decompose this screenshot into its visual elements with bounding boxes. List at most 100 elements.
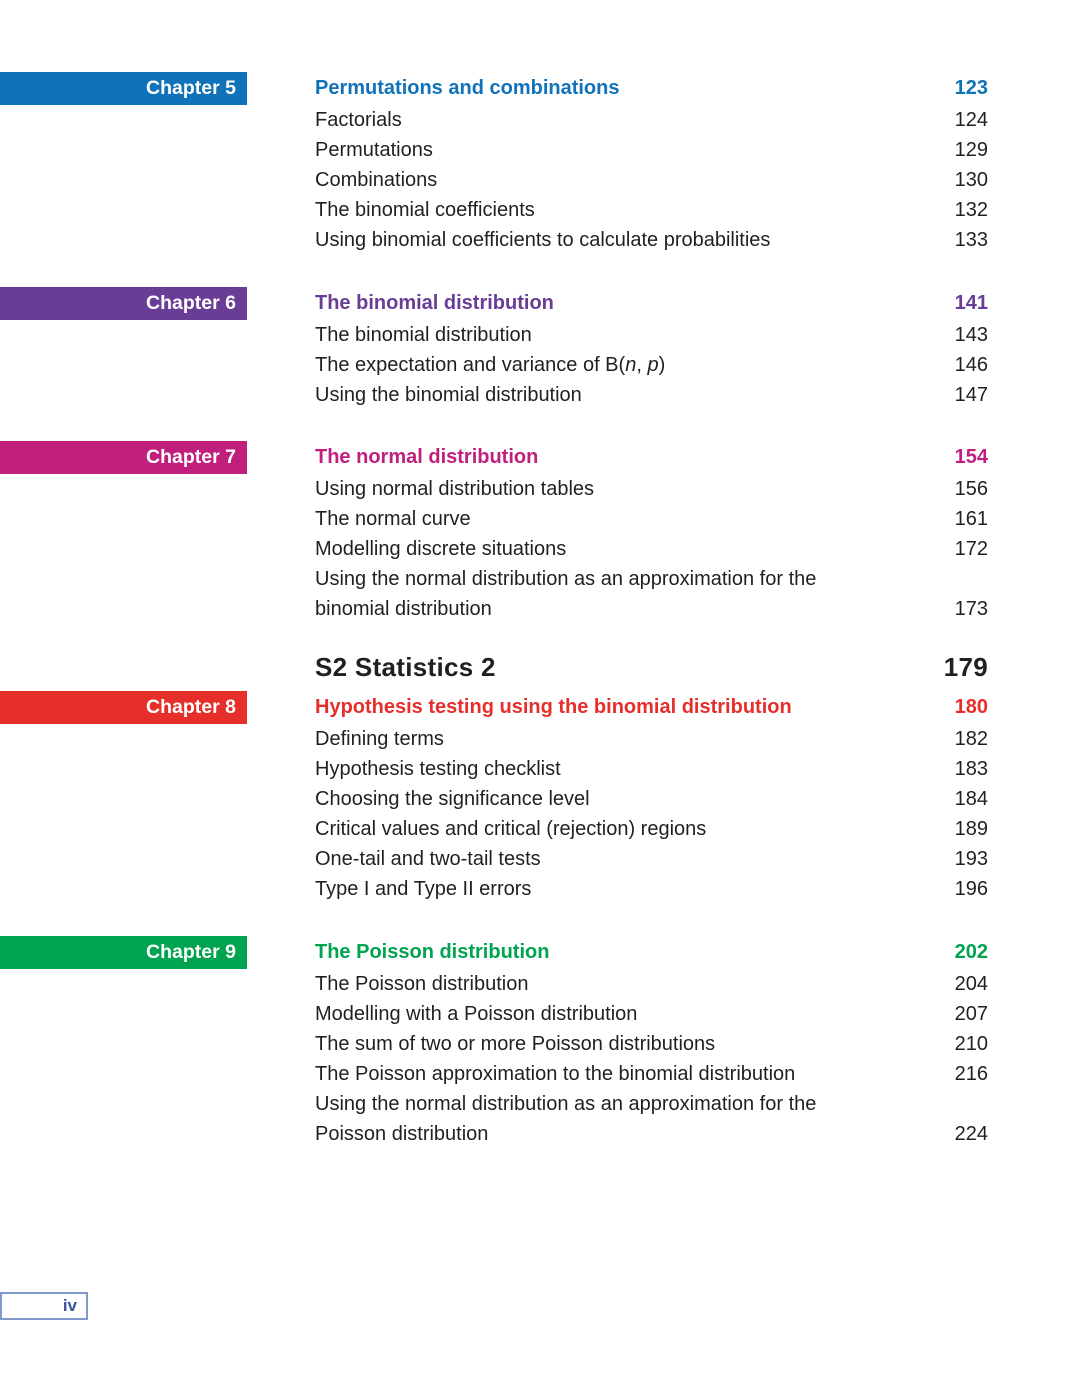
page-number-box: iv — [0, 1292, 88, 1320]
chapter-rows: The binomial distribution 141 The binomial… — [315, 287, 988, 410]
toc-entry-page: 210 — [954, 1033, 988, 1055]
toc-entry-text: The binomial distribution — [315, 324, 532, 346]
chapter-title-text: Hypothesis testing using the binomial di… — [315, 696, 792, 718]
toc-entry-text: Using the normal distribution as an appr… — [315, 568, 817, 590]
toc-entry-line: The normal curve 161 — [315, 504, 988, 534]
toc-entry-page: 143 — [954, 324, 988, 346]
toc-entry-line: Using the normal distribution as an appr… — [315, 1089, 988, 1119]
chapter-rows: Hypothesis testing using the binomial di… — [315, 691, 988, 904]
toc-entry-text: Modelling with a Poisson distribution — [315, 1003, 638, 1025]
chapter-title-text: Permutations and combinations — [315, 77, 620, 99]
toc-entry-line: Choosing the significance level 184 — [315, 784, 988, 814]
toc: Chapter 5 Permutations and combinations 12… — [0, 72, 1068, 1149]
toc-entry-text: binomial distribution — [315, 598, 492, 620]
chapter-title-line: The binomial distribution 141 — [315, 287, 988, 320]
chapter-rows: The Poisson distribution 202 The Poisson d… — [315, 936, 988, 1149]
toc-entry-line: The expectation and variance of B(n, p) 1… — [315, 350, 988, 380]
chapter-banner: Chapter 9 — [0, 936, 247, 969]
toc-entry-line: Hypothesis testing checklist 183 — [315, 754, 988, 784]
toc-entry-text: Using binomial coefficients to calculate… — [315, 229, 771, 251]
toc-entry-text: Critical values and critical (rejection)… — [315, 818, 707, 840]
toc-entry-page: 216 — [954, 1063, 988, 1085]
toc-entry-text: The Poisson distribution — [315, 973, 529, 995]
chapter-title-page: 180 — [954, 696, 988, 718]
toc-entry-text: Hypothesis testing checklist — [315, 758, 561, 780]
toc-entry-text: Poisson distribution — [315, 1123, 489, 1145]
chapter-title-page: 123 — [954, 77, 988, 99]
chapter-title-text: The normal distribution — [315, 446, 539, 468]
chapter-section: Chapter 5 Permutations and combinations 12… — [0, 72, 1068, 255]
chapter-banner: Chapter 8 — [0, 691, 247, 724]
toc-entry-page: 129 — [954, 139, 988, 161]
toc-entry-page: 130 — [954, 169, 988, 191]
toc-entry-line: Using normal distribution tables 156 — [315, 474, 988, 504]
toc-entry-line: The Poisson distribution 204 — [315, 969, 988, 999]
chapter-banner: Chapter 6 — [0, 287, 247, 320]
toc-entry-line: Modelling with a Poisson distribution 207 — [315, 999, 988, 1029]
toc-entry-line: The binomial coefficients 132 — [315, 195, 988, 225]
chapter-rows: The normal distribution 154 Using normal d… — [315, 441, 988, 624]
toc-entry-line: Critical values and critical (rejection)… — [315, 814, 988, 844]
toc-entry-page: 147 — [954, 384, 988, 406]
chapter-title-page: 141 — [954, 292, 988, 314]
chapter-section: Chapter 6 The binomial distribution 141 The… — [0, 287, 1068, 410]
toc-entry-text: Factorials — [315, 109, 402, 131]
toc-entry-page: 156 — [954, 478, 988, 500]
chapter-title-line: The Poisson distribution 202 — [315, 936, 988, 969]
chapter-title-text: The binomial distribution — [315, 292, 554, 314]
toc-entry-page: 173 — [954, 598, 988, 620]
toc-entry-page: 193 — [954, 848, 988, 870]
toc-entry-line: The binomial distribution 143 — [315, 320, 988, 350]
toc-entry-text: Using the binomial distribution — [315, 384, 582, 406]
toc-entry-text: The sum of two or more Poisson distribut… — [315, 1033, 716, 1055]
toc-entry-page: 224 — [954, 1123, 988, 1145]
toc-entry-page: 172 — [954, 538, 988, 560]
toc-entry-line: Using the binomial distribution 147 — [315, 380, 988, 410]
toc-entry-page: 207 — [954, 1003, 988, 1025]
toc-entry-line: Poisson distribution 224 — [315, 1119, 988, 1149]
toc-entry-text: Choosing the significance level — [315, 788, 590, 810]
chapter-section: Chapter 7 The normal distribution 154 Using… — [0, 441, 1068, 624]
toc-entry-line: binomial distribution 173 — [315, 594, 988, 624]
chapter-title-page: 154 — [954, 446, 988, 468]
toc-entry-page: 132 — [954, 199, 988, 221]
part-title-text: S2 Statistics 2 — [315, 652, 496, 682]
toc-entry-line: Combinations 130 — [315, 165, 988, 195]
chapter-rows: Permutations and combinations 123 Factoria… — [315, 72, 988, 255]
toc-entry-page: 184 — [954, 788, 988, 810]
toc-entry-line: One-tail and two-tail tests 193 — [315, 844, 988, 874]
toc-entry-line: Permutations 129 — [315, 135, 988, 165]
chapter-title-line: Hypothesis testing using the binomial di… — [315, 691, 988, 724]
page-number-label: iv — [62, 1296, 77, 1315]
toc-entry-page: 146 — [954, 354, 988, 376]
chapter-title-line: Permutations and combinations 123 — [315, 72, 988, 105]
toc-entry-page: 183 — [954, 758, 988, 780]
toc-entry-page: 189 — [954, 818, 988, 840]
chapter-section: Chapter 8 Hypothesis testing using the bi… — [0, 691, 1068, 904]
toc-entry-line: Using the normal distribution as an appr… — [315, 564, 988, 594]
toc-entry-text: Modelling discrete situations — [315, 538, 567, 560]
chapter-title-line: The normal distribution 154 — [315, 441, 988, 474]
part-title-page: 179 — [943, 652, 988, 682]
part-heading-section: S2 Statistics 2 179 — [0, 649, 1068, 685]
chapter-title-page: 202 — [954, 941, 988, 963]
toc-entry-line: Factorials 124 — [315, 105, 988, 135]
toc-entry-page: 161 — [954, 508, 988, 530]
toc-entry-line: The sum of two or more Poisson distribut… — [315, 1029, 988, 1059]
toc-entry-text: Using normal distribution tables — [315, 478, 595, 500]
toc-entry-line: Using binomial coefficients to calculate… — [315, 225, 988, 255]
toc-entry-text: The expectation and variance of B(n, p) — [315, 354, 666, 376]
toc-entry-page: 133 — [954, 229, 988, 251]
toc-entry-text: Defining terms — [315, 728, 444, 750]
toc-entry-text: One-tail and two-tail tests — [315, 848, 541, 870]
chapter-banner: Chapter 5 — [0, 72, 247, 105]
toc-entry-page: 196 — [954, 878, 988, 900]
toc-entry-line: The Poisson approximation to the binomia… — [315, 1059, 988, 1089]
chapter-banner: Chapter 7 — [0, 441, 247, 474]
toc-entry-page: 124 — [954, 109, 988, 131]
toc-entry-text: Type I and Type II errors — [315, 878, 532, 900]
toc-entry-text: Combinations — [315, 169, 438, 191]
toc-entry-line: Modelling discrete situations 172 — [315, 534, 988, 564]
toc-entry-line: Type I and Type II errors 196 — [315, 874, 988, 904]
toc-entry-page: 182 — [954, 728, 988, 750]
